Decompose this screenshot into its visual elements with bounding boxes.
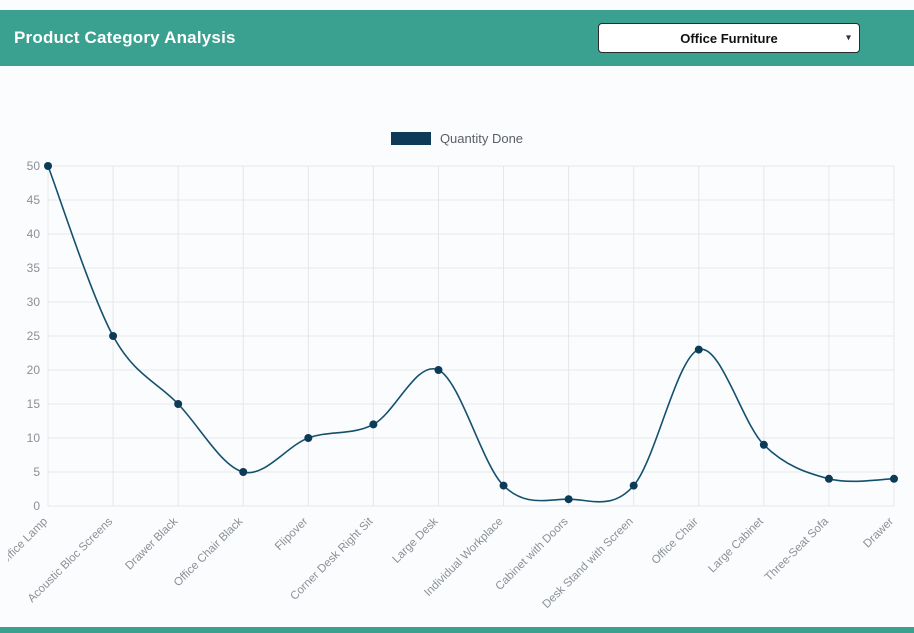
y-tick-label: 35 <box>27 261 41 275</box>
chart-container: 0 5 10 15 20 25 30 35 40 45 50 Office Lamp Acoustic … <box>0 154 906 629</box>
y-tick-label: 20 <box>27 363 41 377</box>
x-tick-label: Drawer Black <box>123 515 180 572</box>
y-axis-labels: 0 5 10 15 20 25 30 35 40 45 50 <box>27 159 41 513</box>
x-tick-label: Office Chair Black <box>172 515 246 589</box>
chart-legend: Quantity Done <box>0 128 914 148</box>
data-points <box>44 162 898 504</box>
y-tick-label: 45 <box>27 193 41 207</box>
category-select-value: Office Furniture <box>680 30 778 46</box>
data-point[interactable] <box>564 495 573 504</box>
y-tick-label: 40 <box>27 227 41 241</box>
data-point[interactable] <box>44 162 52 170</box>
x-tick-label: Three-Seat Sofa <box>763 515 832 584</box>
x-tick-label: Cabinet with Doors <box>494 515 571 592</box>
y-tick-label: 50 <box>27 159 41 173</box>
data-point[interactable] <box>499 481 508 490</box>
y-tick-label: 10 <box>27 431 41 445</box>
data-point[interactable] <box>434 366 443 374</box>
data-point[interactable] <box>694 345 703 354</box>
legend-swatch <box>390 131 431 145</box>
category-select[interactable]: Office Furniture ▾ <box>598 23 860 53</box>
x-tick-label: Large Cabinet <box>706 515 766 575</box>
footer-bar <box>0 627 914 633</box>
header: Product Category Analysis Office Furnitu… <box>0 10 914 66</box>
y-tick-label: 15 <box>27 397 41 411</box>
y-tick-label: 5 <box>33 465 40 479</box>
series-line <box>47 165 895 503</box>
legend-label: Quantity Done <box>439 130 524 146</box>
x-tick-label: Flipover <box>273 516 311 554</box>
data-point[interactable] <box>174 400 183 408</box>
page-title: Product Category Analysis <box>14 28 236 47</box>
data-point[interactable] <box>239 468 248 476</box>
y-tick-label: 0 <box>33 499 40 513</box>
data-point[interactable] <box>369 420 378 429</box>
x-tick-label: Drawer <box>861 516 896 551</box>
data-point[interactable] <box>304 434 313 442</box>
gridlines <box>47 165 895 507</box>
x-tick-label: Large Desk <box>391 515 441 565</box>
y-tick-label: 30 <box>27 295 41 309</box>
x-tick-label: Office Chair <box>650 516 701 567</box>
data-point[interactable] <box>759 440 768 449</box>
data-point[interactable] <box>629 481 638 490</box>
y-tick-label: 25 <box>27 329 41 343</box>
data-point[interactable] <box>824 474 833 483</box>
line-chart: 0 5 10 15 20 25 30 35 40 45 50 Office LampAcoustic … <box>0 159 898 611</box>
x-tick-label: Office Lamp <box>8 516 50 568</box>
data-point[interactable] <box>890 474 898 483</box>
chevron-down-icon: ▾ <box>845 32 851 44</box>
data-point[interactable] <box>109 332 118 340</box>
